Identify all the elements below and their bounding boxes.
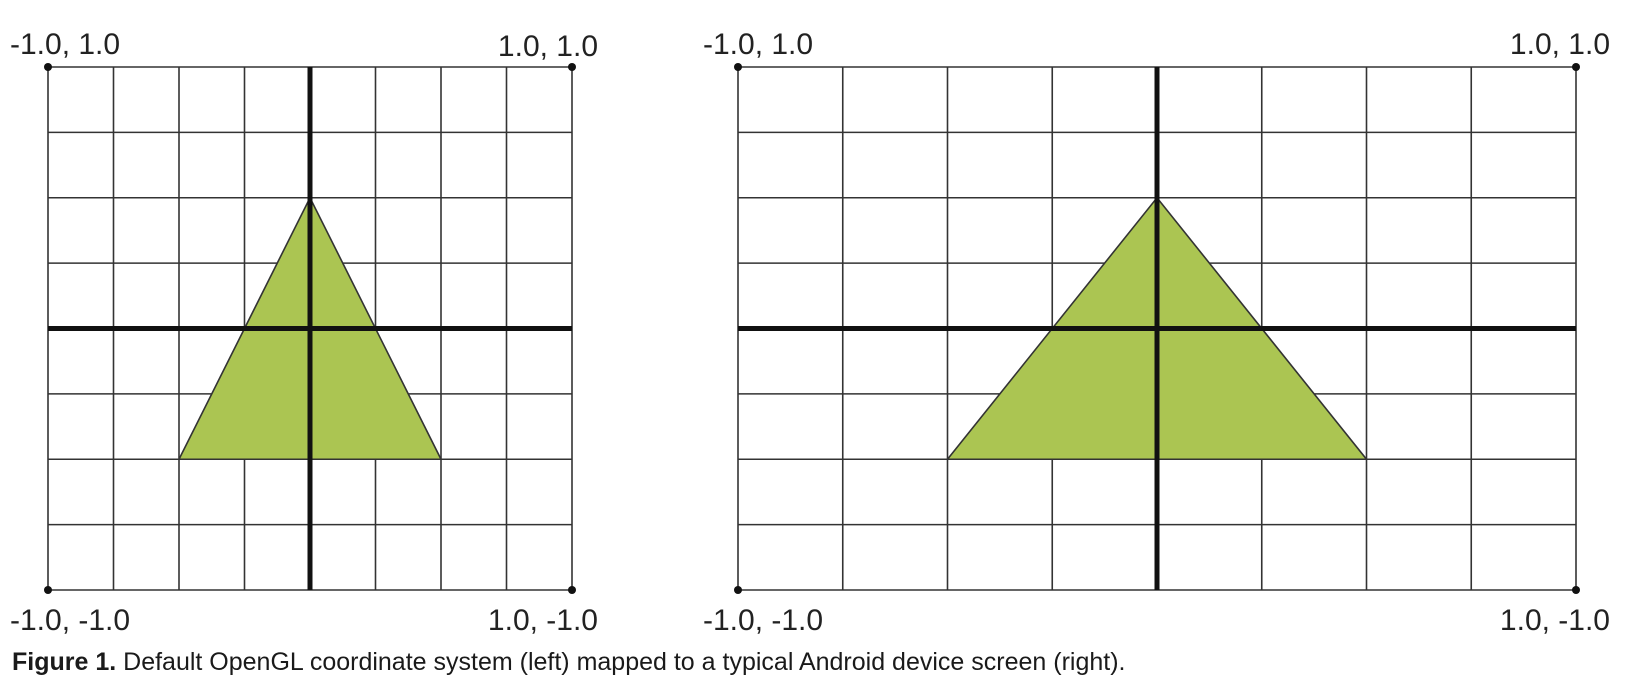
figure-caption: Figure 1. Default OpenGL coordinate syst… <box>12 648 1125 677</box>
right-label-bottom-left: -1.0, -1.0 <box>703 604 823 637</box>
right-corner-dots <box>734 63 1580 594</box>
left-label-bottom-right: 1.0, -1.0 <box>488 604 598 637</box>
left-axes <box>48 67 572 590</box>
corner-dot <box>734 586 742 594</box>
corner-dot <box>568 63 576 71</box>
corner-dot <box>1572 586 1580 594</box>
corner-dot <box>44 586 52 594</box>
coordinate-diagram: -1.0, 1.0 1.0, 1.0 -1.0, -1.0 1.0, -1.0 … <box>10 28 1610 637</box>
left-label-top-right: 1.0, 1.0 <box>498 30 598 63</box>
caption-label: Figure 1. <box>12 648 117 676</box>
right-label-top-left: -1.0, 1.0 <box>703 28 813 61</box>
left-panel: -1.0, 1.0 1.0, 1.0 -1.0, -1.0 1.0, -1.0 <box>10 28 598 637</box>
corner-dot <box>568 586 576 594</box>
corner-dot <box>1572 63 1580 71</box>
corner-dot <box>44 63 52 71</box>
right-axes <box>738 67 1576 590</box>
caption-text: Default OpenGL coordinate system (left) … <box>116 648 1126 676</box>
left-corner-dots <box>44 63 576 594</box>
right-panel: -1.0, 1.0 1.0, 1.0 -1.0, -1.0 1.0, -1.0 <box>703 28 1610 637</box>
corner-dot <box>734 63 742 71</box>
right-label-bottom-right: 1.0, -1.0 <box>1500 604 1610 637</box>
right-label-top-right: 1.0, 1.0 <box>1510 28 1610 61</box>
left-label-top-left: -1.0, 1.0 <box>10 28 120 61</box>
left-label-bottom-left: -1.0, -1.0 <box>10 604 130 637</box>
